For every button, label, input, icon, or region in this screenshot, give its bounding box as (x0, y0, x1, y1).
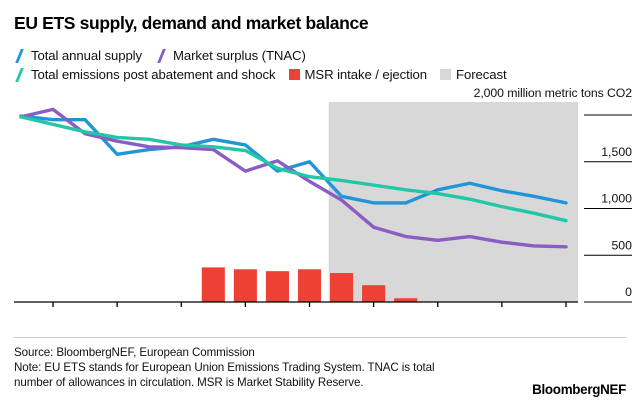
y-axis-tick-label: 1,000 (601, 192, 632, 206)
chart-footnotes: Source: BloombergNEF, European Commissio… (14, 345, 484, 391)
legend-row-1: Total annual supply Market surplus (TNAC… (13, 46, 613, 65)
chart-title: EU ETS supply, demand and market balance (14, 13, 369, 33)
line-swatch-icon (13, 48, 26, 63)
square-swatch-icon (288, 69, 300, 80)
line-total-emissions (19, 115, 568, 223)
legend-item-market-surplus[interactable]: Market surplus (TNAC) (155, 48, 306, 63)
bar-msr-intake (394, 298, 418, 302)
line-swatch-icon (155, 48, 168, 63)
legend-label: Forecast (456, 67, 507, 82)
legend-label: MSR intake / ejection (304, 67, 428, 82)
square-swatch-icon (440, 69, 452, 80)
legend-row-2: Total emissions post abatement and shock… (13, 65, 613, 84)
bar-msr-intake (201, 267, 225, 302)
bar-msr-intake (265, 271, 289, 302)
y-axis-tick-label: 500 (611, 238, 632, 252)
chart-svg: 05001,0001,5002014'16'18'20'22'24'26'282… (14, 102, 632, 307)
bar-msr-intake (233, 269, 257, 302)
line-total-annual-supply (19, 114, 568, 205)
y-axis-tick-label: 0 (625, 285, 632, 299)
footer-divider (14, 337, 626, 338)
bar-msr-intake (297, 269, 322, 302)
bar-msr-intake (362, 285, 386, 302)
y-axis-tick-label: 1,500 (601, 145, 632, 159)
line-swatch-icon (13, 67, 26, 82)
legend-item-total-emissions[interactable]: Total emissions post abatement and shock (13, 67, 276, 82)
bar-msr-intake (330, 273, 354, 302)
legend-label: Total annual supply (31, 48, 143, 63)
legend-item-total-annual-supply[interactable]: Total annual supply (13, 48, 142, 63)
y-axis-units-label: 2,000 million metric tons CO2 (473, 86, 632, 100)
legend-item-msr-intake[interactable]: MSR intake / ejection (288, 67, 428, 82)
legend-item-forecast[interactable]: Forecast (440, 67, 507, 82)
legend-label: Market surplus (TNAC) (173, 48, 306, 63)
brand-logo: BloombergNEF (532, 382, 626, 397)
note-text-line-2: number of allowances in circulation. MSR… (14, 376, 364, 390)
chart-legend: Total annual supply Market surplus (TNAC… (13, 46, 613, 84)
source-text: Source: BloombergNEF, European Commissio… (14, 346, 255, 359)
legend-label: Total emissions post abatement and shock (31, 67, 276, 82)
note-text-line-1: Note: EU ETS stands for European Union E… (14, 361, 435, 375)
chart-plot-area: 2,000 million metric tons CO2 0 500 1,000 1… (0, 86, 640, 311)
